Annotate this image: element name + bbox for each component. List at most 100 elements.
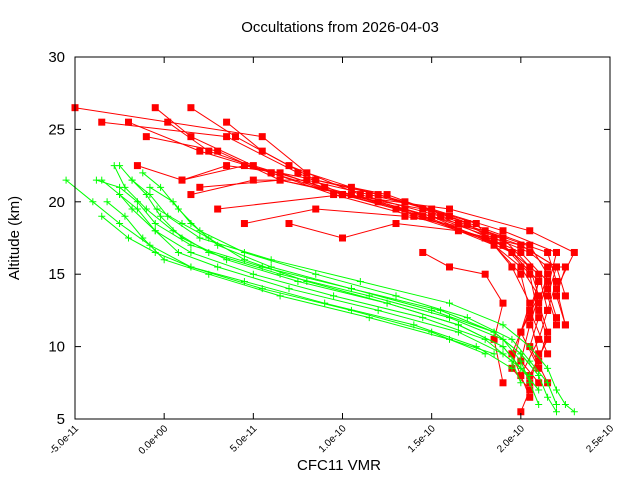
data-point [142, 191, 150, 199]
data-point [544, 328, 552, 336]
data-point [258, 147, 266, 155]
data-point [517, 364, 525, 372]
y-tick-label: 5 [57, 411, 65, 428]
data-point [535, 299, 543, 307]
data-point [110, 162, 118, 170]
data-point [125, 118, 132, 126]
series-layer [62, 104, 578, 416]
data-point [553, 248, 560, 256]
data-point [526, 263, 534, 271]
data-point [526, 321, 534, 329]
data-point [116, 191, 124, 199]
data-point [196, 147, 204, 155]
data-point [517, 328, 525, 336]
data-point [544, 285, 552, 293]
data-point [544, 379, 552, 387]
data-point [146, 183, 154, 191]
data-point [437, 212, 445, 220]
data-point [517, 241, 525, 249]
data-point [544, 292, 552, 300]
chart-title: Occultations from 2026-04-03 [241, 19, 439, 36]
data-point [312, 270, 320, 278]
data-point [276, 169, 284, 177]
data-point [223, 118, 231, 126]
data-point [276, 292, 284, 300]
data-point [535, 314, 543, 322]
data-point [303, 277, 311, 285]
data-point [544, 350, 552, 358]
data-point [133, 205, 141, 213]
data-point [142, 205, 150, 213]
data-point [544, 364, 552, 372]
series-red-13 [214, 191, 578, 329]
data-point [223, 162, 231, 170]
data-point [535, 335, 543, 343]
series-green-1 [116, 162, 578, 416]
data-point [535, 372, 543, 380]
data-point [223, 133, 231, 141]
data-point [463, 314, 471, 322]
data-point [508, 263, 516, 271]
data-point [249, 270, 257, 278]
data-point [258, 285, 266, 293]
data-point [490, 241, 498, 249]
data-point [508, 335, 516, 343]
data-point [401, 212, 409, 220]
series-red-17 [419, 248, 507, 387]
data-point [553, 292, 560, 300]
data-point [535, 292, 543, 300]
data-point [178, 176, 186, 184]
data-point [98, 212, 106, 220]
data-point [240, 220, 248, 228]
data-point [89, 198, 97, 206]
data-point [157, 183, 165, 191]
series-line [226, 121, 549, 362]
data-point [499, 343, 507, 351]
series-line [422, 252, 504, 383]
data-point [499, 241, 507, 249]
data-point [517, 350, 525, 358]
data-point [151, 248, 159, 256]
data-point [187, 133, 195, 141]
data-point [472, 220, 480, 228]
data-point [121, 212, 129, 220]
data-point [526, 299, 534, 307]
data-point [463, 220, 471, 228]
data-point [544, 393, 552, 401]
data-point [561, 263, 569, 271]
data-point [151, 220, 159, 228]
data-point [526, 372, 534, 380]
data-point [205, 234, 213, 242]
data-point [240, 256, 248, 264]
data-point [294, 277, 302, 285]
data-point [125, 234, 132, 242]
data-point [214, 147, 222, 155]
data-point [294, 169, 302, 177]
data-point [146, 241, 154, 249]
data-point [472, 343, 480, 351]
data-point [508, 248, 516, 256]
data-point [428, 328, 436, 336]
series-red-12 [187, 176, 560, 322]
data-point [339, 234, 346, 242]
data-point [561, 321, 569, 329]
data-point [535, 350, 543, 358]
data-point [454, 328, 462, 336]
data-point [544, 270, 552, 278]
data-point [392, 220, 400, 228]
data-point [139, 169, 147, 177]
data-point [356, 191, 364, 199]
data-point [428, 212, 436, 220]
series-line [119, 165, 575, 413]
data-point [374, 306, 382, 314]
data-point [392, 205, 400, 213]
data-point [454, 321, 462, 329]
y-tick-label: 30 [48, 49, 65, 66]
data-point [169, 198, 177, 206]
data-point [481, 227, 489, 235]
data-point [526, 386, 534, 394]
data-point [499, 350, 507, 358]
data-point [526, 343, 534, 351]
data-point [535, 364, 543, 372]
